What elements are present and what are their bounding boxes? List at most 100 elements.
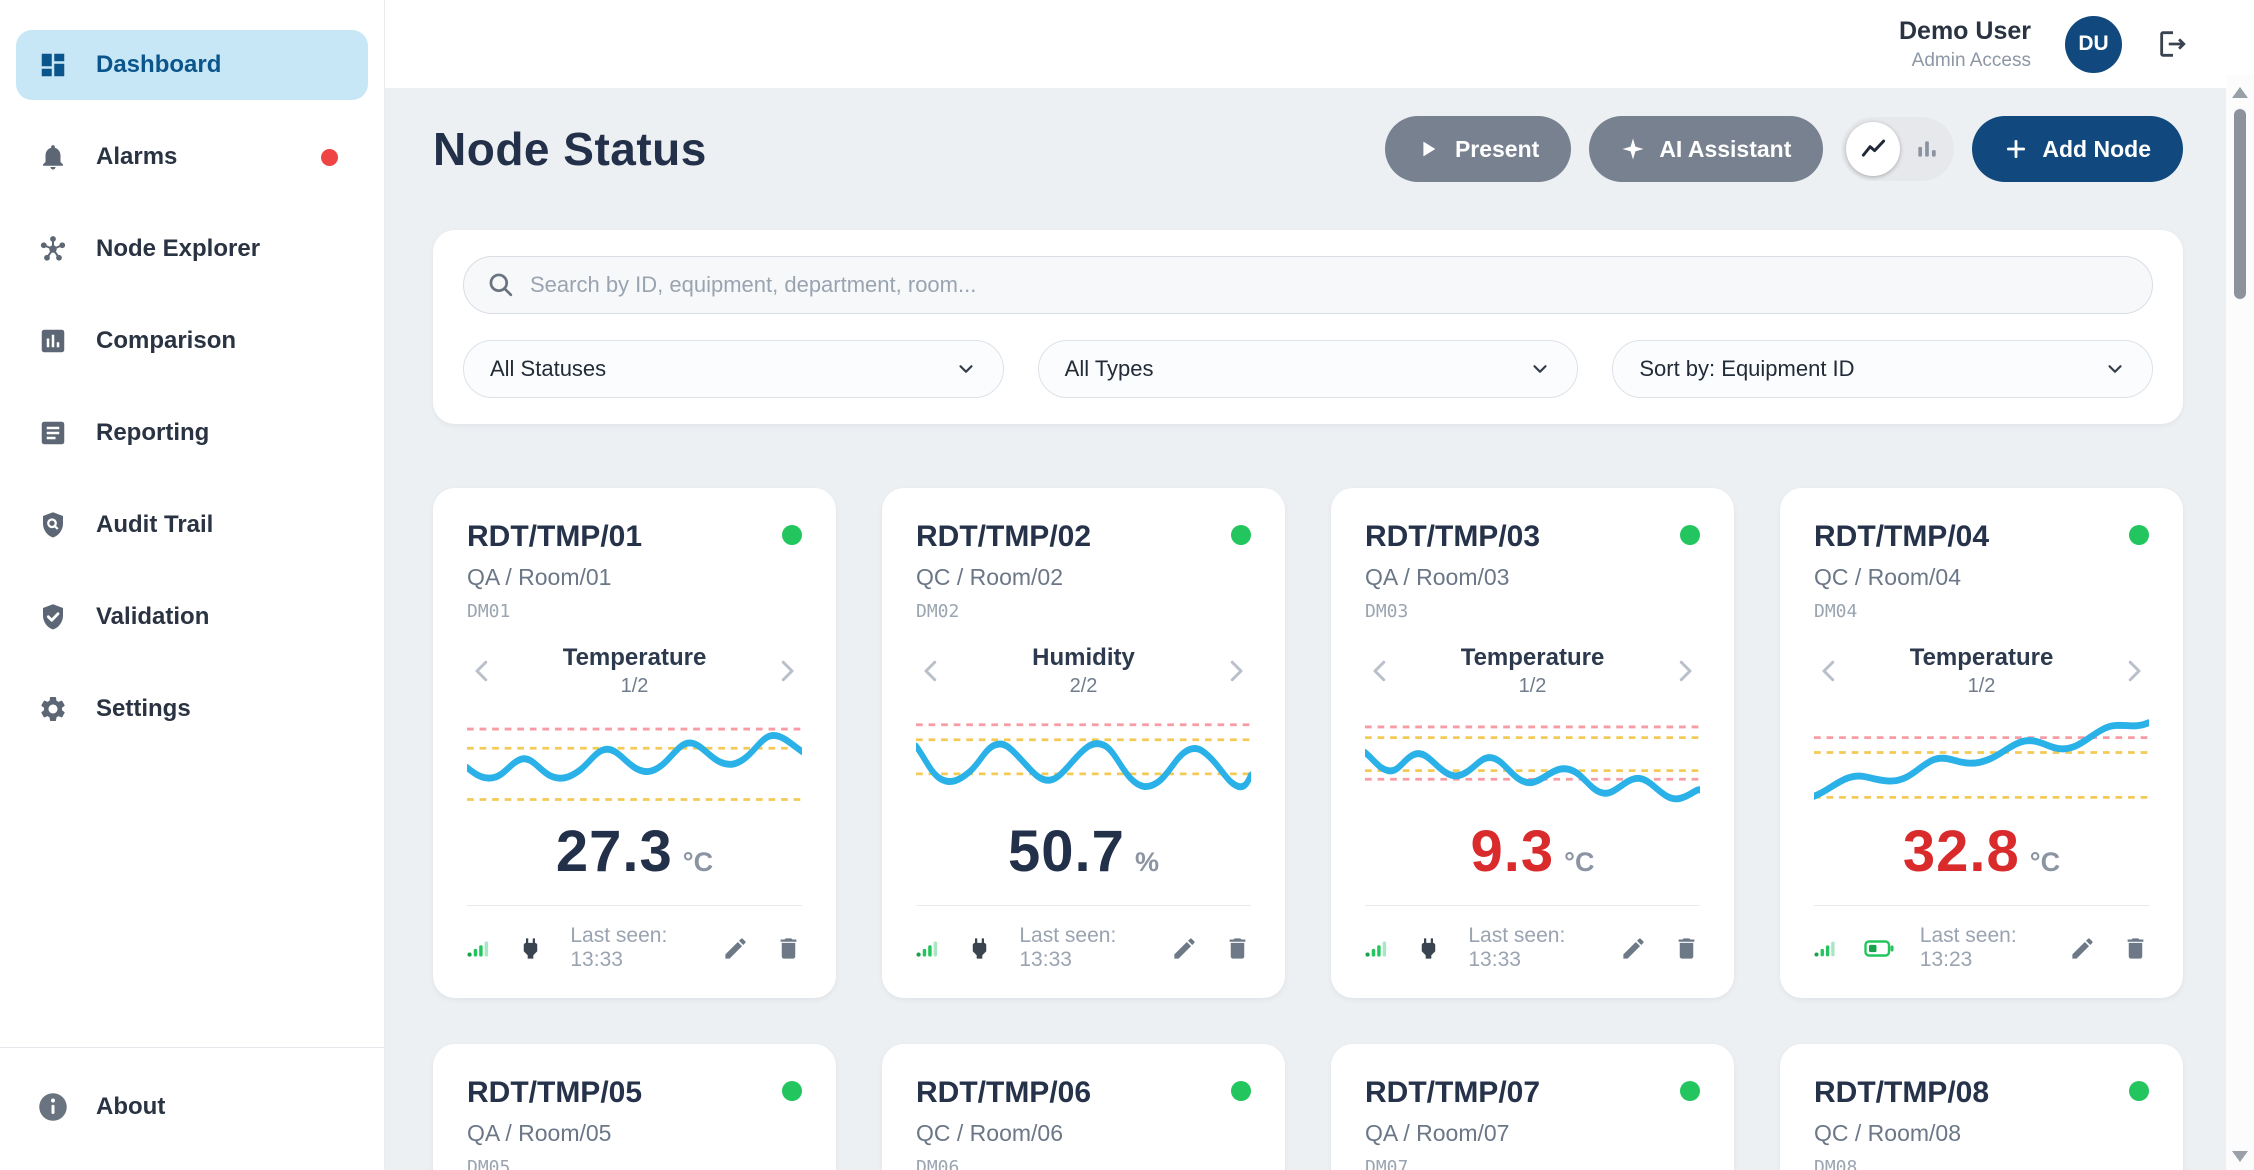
info-icon	[38, 1092, 68, 1122]
metric-page: 1/2	[1967, 675, 1996, 697]
status-dot	[1231, 525, 1251, 545]
chevron-down-icon	[2104, 358, 2126, 380]
bar-chart-toggle[interactable]	[1914, 136, 1940, 162]
sidebar: Dashboard Alarms Node Explorer	[0, 0, 385, 1170]
sidebar-item-reporting[interactable]: Reporting	[16, 398, 368, 468]
line-chart-toggle[interactable]	[1846, 122, 1901, 176]
avatar[interactable]: DU	[2065, 15, 2122, 73]
sidebar-item-alarms[interactable]: Alarms	[16, 122, 368, 192]
sidebar-item-label: Audit Trail	[96, 511, 214, 538]
present-button[interactable]: Present	[1384, 116, 1572, 182]
node-id: RDT/TMP/08	[1814, 1076, 1990, 1109]
chevron-left-icon[interactable]	[1365, 656, 1395, 686]
sidebar-item-node-explorer[interactable]: Node Explorer	[16, 214, 368, 284]
delete-button[interactable]	[1224, 935, 1251, 962]
node-code: DM03	[1365, 601, 1409, 622]
play-icon	[1417, 137, 1441, 161]
plug-icon	[524, 937, 538, 959]
pencil-icon	[725, 937, 746, 959]
reading: 9.3 °C	[1365, 818, 1700, 885]
logout-button[interactable]	[2156, 27, 2190, 61]
status-dot	[1231, 1081, 1251, 1101]
node-id: RDT/TMP/05	[467, 1076, 643, 1109]
last-seen: Last seen: 13:23	[1919, 924, 2017, 971]
sidebar-item-about[interactable]: About	[16, 1072, 368, 1142]
pencil-icon	[1174, 937, 1195, 959]
scroll-down-arrow[interactable]	[2232, 1151, 2248, 1162]
delete-button[interactable]	[775, 935, 802, 962]
reading: 27.3 °C	[467, 818, 802, 885]
node-id: RDT/TMP/02	[916, 520, 1092, 553]
plug-icon	[973, 937, 987, 959]
user-role: Admin Access	[1911, 49, 2031, 71]
scrollbar-thumb[interactable]	[2234, 109, 2246, 299]
metric-page: 1/2	[620, 675, 649, 697]
sidebar-item-label: Settings	[96, 695, 191, 722]
node-location: QC / Room/06	[916, 1120, 1063, 1146]
reading-value: 50.7	[1008, 819, 1125, 884]
node-id: RDT/TMP/04	[1814, 520, 1990, 553]
sidebar-item-comparison[interactable]: Comparison	[16, 306, 368, 376]
chevron-down-icon	[955, 358, 977, 380]
edit-button[interactable]	[722, 935, 749, 962]
chevron-right-icon[interactable]	[2119, 656, 2149, 686]
node-id: RDT/TMP/01	[467, 520, 643, 553]
metric-page: 2/2	[1069, 675, 1098, 697]
chevron-right-icon[interactable]	[1221, 656, 1251, 686]
chevron-left-icon[interactable]	[467, 656, 497, 686]
chevron-left-icon[interactable]	[916, 656, 946, 686]
last-seen: Last seen: 13:33	[570, 924, 668, 971]
node-location: QA / Room/05	[467, 1120, 612, 1146]
edit-button[interactable]	[1620, 935, 1647, 962]
node-id: RDT/TMP/06	[916, 1076, 1092, 1109]
status-filter-value: All Statuses	[490, 356, 607, 381]
plug-icon	[1422, 937, 1436, 959]
pencil-icon	[2072, 937, 2093, 959]
user-name: Demo User	[1899, 16, 2031, 45]
chevron-left-icon[interactable]	[1814, 656, 1844, 686]
sidebar-item-label: Reporting	[96, 419, 210, 446]
node-location: QA / Room/03	[1365, 564, 1510, 590]
sparkline-chart	[1365, 725, 1700, 803]
sidebar-item-validation[interactable]: Validation	[16, 582, 368, 652]
chevron-right-icon[interactable]	[772, 656, 802, 686]
sidebar-item-label: Dashboard	[96, 51, 222, 78]
sparkle-icon	[1621, 137, 1645, 161]
power-source-icon	[1864, 935, 1894, 962]
last-seen: Last seen: 13:33	[1468, 924, 1566, 971]
sort-select[interactable]: Sort by: Equipment ID	[1612, 340, 2154, 398]
alarms-badge	[321, 148, 338, 166]
main-content: Node Status Present AI Assistant	[385, 88, 2226, 1170]
search-input[interactable]	[463, 256, 2153, 314]
sidebar-item-settings[interactable]: Settings	[16, 674, 368, 744]
metric-page: 1/2	[1518, 675, 1547, 697]
signal-icon	[916, 940, 938, 957]
status-dot	[1680, 525, 1700, 545]
node-code: DM02	[916, 601, 960, 622]
delete-button[interactable]	[2122, 935, 2149, 962]
status-filter-select[interactable]: All Statuses	[463, 340, 1004, 398]
sidebar-item-audit-trail[interactable]: Audit Trail	[16, 490, 368, 560]
dashboard-icon	[38, 50, 68, 80]
bar-chart-icon	[38, 326, 68, 356]
node-id: RDT/TMP/07	[1365, 1076, 1541, 1109]
node-code: DM07	[1365, 1157, 1409, 1170]
add-node-button[interactable]: Add Node	[1972, 116, 2183, 182]
chevron-right-icon[interactable]	[1670, 656, 1700, 686]
plus-icon	[2004, 137, 2028, 161]
view-toggle	[1841, 117, 1955, 181]
edit-button[interactable]	[2069, 935, 2096, 962]
scroll-up-arrow[interactable]	[2232, 87, 2248, 98]
gear-icon	[38, 694, 68, 724]
trash-icon	[780, 937, 797, 959]
sidebar-item-label: Validation	[96, 603, 210, 630]
type-filter-value: All Types	[1064, 356, 1154, 381]
sort-value: Sort by: Equipment ID	[1639, 356, 1855, 381]
reading-unit: °C	[682, 847, 714, 877]
node-card: RDT/TMP/02 QC / Room/02 DM02 Humidity 2/…	[882, 488, 1285, 998]
ai-assistant-button[interactable]: AI Assistant	[1589, 116, 1824, 182]
edit-button[interactable]	[1171, 935, 1198, 962]
delete-button[interactable]	[1673, 935, 1700, 962]
type-filter-select[interactable]: All Types	[1037, 340, 1579, 398]
sidebar-item-dashboard[interactable]: Dashboard	[16, 30, 368, 100]
